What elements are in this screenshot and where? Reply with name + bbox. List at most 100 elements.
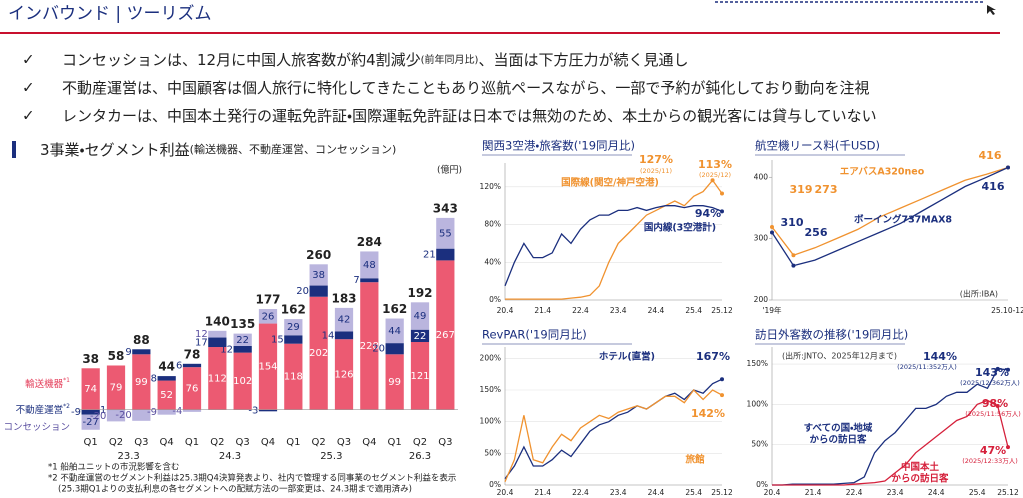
x-tick-label: Q1 [185, 437, 199, 448]
bar-segment [81, 414, 100, 430]
segment-label: 15 [271, 334, 284, 345]
bullet-part: レンタカーは、中国本土発行の運転免許証・国際運転免許証は日本では無効のため、本土… [62, 107, 877, 125]
point-marker [720, 377, 724, 382]
bar-segment [360, 278, 379, 283]
bar-segment [334, 331, 354, 340]
bar-segment [208, 337, 227, 348]
bar-segment [132, 409, 151, 421]
total-label: 162 [382, 302, 407, 316]
x-tick-label: Q3 [337, 437, 351, 448]
point-marker [710, 178, 715, 183]
point-marker [995, 404, 1000, 409]
segment-label: 267 [436, 330, 455, 341]
series-line [771, 166, 1009, 267]
series-line [504, 389, 723, 483]
x-tick-label: 22.4 [846, 488, 863, 497]
section-marker [12, 141, 16, 158]
x-tick-label: Q1 [388, 437, 402, 448]
x-tick-label: 21.4 [534, 488, 551, 497]
segment-label: 99 [388, 377, 401, 388]
segment-label: -9 [147, 407, 157, 418]
y-tick-label: 0% [756, 480, 768, 489]
x-tick-label: 24.4 [648, 488, 665, 497]
y-tick-label: 150% [480, 385, 501, 394]
point-marker [1006, 165, 1010, 170]
total-label: 343 [433, 201, 458, 215]
segment-label: 21 [423, 250, 436, 261]
point-marker [1006, 367, 1010, 372]
annotation: (2025/11) [640, 167, 672, 175]
x-tick-label: 22.4 [572, 488, 589, 497]
segment-label: 112 [208, 373, 227, 384]
bar-segment [410, 329, 430, 343]
segment-label: 74 [84, 384, 97, 395]
legend-name: コンセッション [3, 422, 70, 433]
segment-label: 102 [233, 376, 252, 387]
bar-segment [157, 380, 176, 410]
segment-label: 12 [195, 329, 208, 340]
chart-subtitle: (輸送機器、不動産運営、コンセッション) [190, 142, 397, 156]
total-label: 260 [306, 248, 331, 262]
legend-label: コンセッション [3, 422, 70, 433]
chart-title: 航空機リース料(千USD) [755, 139, 880, 153]
legend-ref: *1 [63, 377, 70, 384]
bar-segment [309, 296, 328, 410]
x-tick-label: Q4 [261, 437, 275, 448]
x-tick-label: Q1 [84, 437, 98, 448]
series-name: 中国本土からの訪日客 [891, 461, 949, 484]
x-tick-label: 25.12 [711, 306, 733, 315]
x-tick-label: 24.4 [928, 488, 945, 497]
check-icon: ✓ [22, 79, 35, 97]
value-label: 256 [805, 226, 828, 239]
x-tick-label: Q1 [286, 437, 300, 448]
bar-segment [106, 410, 126, 422]
bullet-part: 不動産運営は、中国顧客は個人旅行に特化してきたこともあり巡航ペースながら、一部で… [62, 79, 869, 97]
segment-label: 55 [439, 228, 452, 239]
bar-segment [284, 335, 303, 344]
segment-label: 29 [287, 322, 300, 333]
value-label: 416 [979, 149, 1002, 162]
segment-label: 22 [414, 331, 427, 342]
legend-name: 不動産運営 [16, 404, 64, 416]
bar-segment [334, 339, 354, 410]
segment-label: 202 [309, 348, 328, 359]
y-tick-label: 400 [754, 172, 769, 181]
segment-label: 154 [258, 362, 277, 373]
segment-label: 9 [125, 347, 131, 358]
segment-label: 228 [360, 341, 379, 352]
value-label: 167% [696, 350, 730, 363]
segment-label: -1 [96, 405, 106, 416]
series-name: 国際線(関空/神戸空港) [561, 177, 659, 189]
value-label: 273 [815, 183, 838, 196]
x-tick-label: Q2 [413, 437, 427, 448]
chart-title: 訪日外客数の推移('19同月比) [755, 328, 908, 342]
x-tick-label: Q4 [362, 437, 376, 448]
segment-label: 126 [334, 369, 353, 380]
bar-segment [132, 349, 151, 355]
check-icon: ✓ [22, 51, 35, 69]
value-label: 143% [975, 366, 1009, 379]
point-marker [720, 191, 724, 196]
x-tick-label: Q3 [438, 437, 452, 448]
value-label: 416 [982, 180, 1005, 193]
bar-segment [208, 330, 227, 338]
footnote: *2 不動産運営のセグメント利益は25.3期Q4決算発表より、社内で管理する同事… [48, 473, 456, 484]
x-tick-label: Q4 [160, 437, 174, 448]
total-label: 183 [331, 291, 356, 305]
total-label: 38 [82, 352, 99, 366]
segment-label: 14 [322, 330, 335, 341]
x-tick-label: 25.4 [685, 488, 702, 497]
segment-label: 121 [410, 371, 429, 382]
point-marker [720, 393, 724, 398]
annotation: (2025/11:352万人) [897, 363, 957, 371]
segment-label: 118 [284, 372, 303, 383]
bar-segment [182, 409, 202, 412]
x-tick-label: '19年 [762, 305, 782, 315]
annotation: (出所:JNTO、2025年12月まで) [782, 351, 897, 361]
bar-segment [233, 345, 252, 353]
series-name: 旅館 [684, 454, 705, 466]
value-label: 98% [982, 397, 1008, 410]
point-marker [720, 209, 724, 214]
x-tick-label: 23.4 [887, 488, 904, 497]
value-label: 319 [790, 183, 813, 196]
